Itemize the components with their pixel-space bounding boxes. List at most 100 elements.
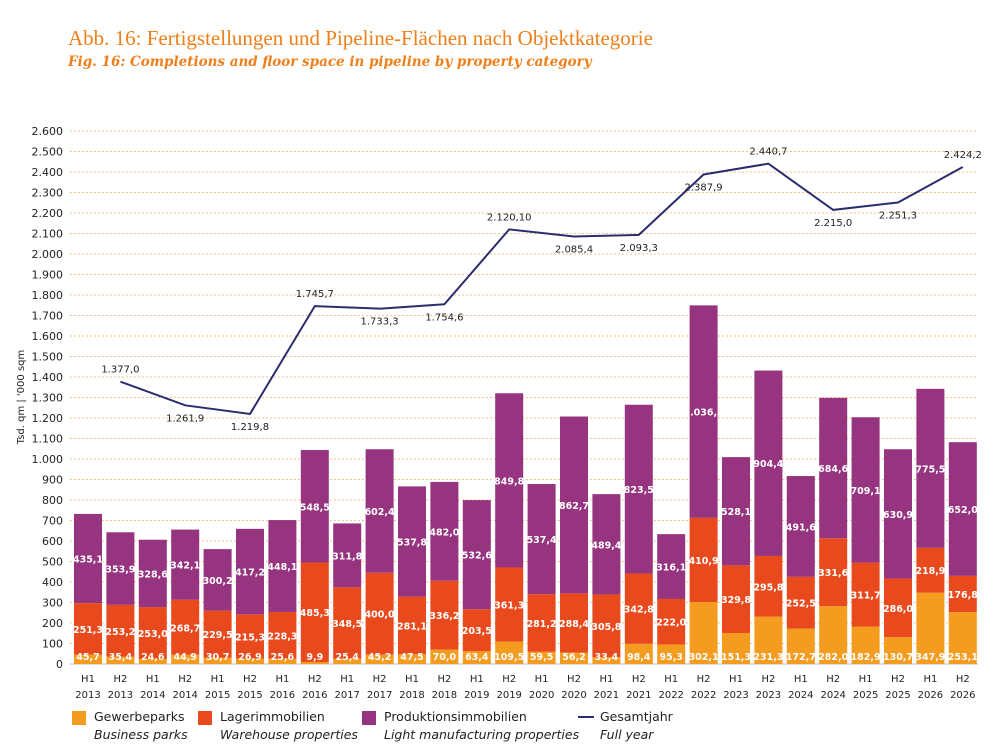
bar-label-light-manufacturing: 311,8 [332, 551, 362, 562]
bar-segment-warehouse [657, 598, 686, 645]
full-year-label: 2.251,3 [879, 210, 917, 221]
x-tick-half: H1 [405, 674, 419, 685]
legend-label-de: Produktionsimmobilien [384, 709, 527, 724]
bar-segment-warehouse [527, 594, 556, 652]
bar-label-light-manufacturing: 1.036,4 [683, 408, 724, 419]
bar-label-light-manufacturing: 904,4 [753, 459, 783, 470]
bar-label-business-parks: 30,7 [206, 652, 229, 663]
bar-label-warehouse: 336,2 [429, 611, 459, 622]
bar-label-business-parks: 130,7 [883, 652, 913, 663]
x-tick-year: 2019 [496, 690, 521, 701]
x-tick-year: 2025 [853, 690, 878, 701]
legend-label-en: Full year [600, 727, 654, 742]
bar-label-warehouse: 253,2 [105, 627, 135, 638]
bar-label-light-manufacturing: 630,9 [883, 510, 913, 521]
bar-label-light-manufacturing: 417,2 [235, 568, 265, 579]
bar-label-warehouse: 176,8 [948, 590, 978, 601]
legend-label-de: Lagerimmobilien [220, 709, 325, 724]
bar-segment-warehouse [722, 565, 750, 633]
x-tick-year: 2026 [950, 690, 975, 701]
full-year-label: 1.219,8 [231, 422, 269, 433]
bar-segment-light-manufacturing [74, 513, 102, 604]
bar-label-warehouse: 410,9 [689, 556, 719, 567]
x-tick-year: 2022 [691, 690, 716, 701]
y-tick-label: 300 [42, 597, 63, 610]
x-tick-half: H2 [308, 674, 322, 685]
bar-segment-warehouse [171, 599, 200, 655]
bar-label-warehouse: 252,5 [786, 599, 816, 610]
bar-segment-business-parks [398, 654, 426, 664]
x-tick-half: H2 [178, 674, 192, 685]
bar-label-business-parks: 35,4 [109, 652, 133, 663]
y-axis-ticks: 0 100 200 300 400 500 600 700 800 900 1.000 1.100 1.… [32, 125, 64, 671]
y-tick-label: 700 [42, 515, 63, 528]
bar-segment-warehouse [300, 562, 329, 662]
x-tick-half: H2 [243, 674, 257, 685]
bar-segment-business-parks [819, 606, 848, 664]
y-tick-label: 2.600 [32, 125, 64, 138]
x-tick-year: 2013 [108, 690, 133, 701]
y-tick-label: 1.900 [32, 269, 64, 282]
bar-label-business-parks: 182,9 [851, 652, 881, 663]
bar-label-warehouse: 329,8 [721, 595, 751, 606]
bar-segment-business-parks [948, 612, 977, 664]
bar-label-light-manufacturing: 328,6 [138, 569, 168, 580]
x-tick-half: H1 [729, 674, 743, 685]
bar-segment-warehouse [333, 587, 362, 659]
bar-segment-warehouse [851, 562, 880, 627]
bar-label-business-parks: 59,5 [530, 652, 553, 663]
y-tick-label: 1.500 [32, 351, 64, 364]
bar-label-light-manufacturing: 537,8 [397, 538, 427, 549]
bar-label-business-parks: 33,4 [595, 652, 619, 663]
legend-label-en: Business parks [94, 727, 188, 742]
bar-segment-warehouse [560, 593, 588, 653]
bar-label-warehouse: 251,3 [73, 625, 103, 636]
x-tick-year: 2015 [237, 690, 262, 701]
x-tick-half: H1 [275, 674, 289, 685]
x-tick-half: H2 [567, 674, 581, 685]
bar-label-light-manufacturing: 537,4 [527, 535, 557, 546]
y-tick-label: 2.400 [32, 166, 64, 179]
full-year-label: 1.733,3 [361, 317, 399, 328]
bar-segment-business-parks [74, 654, 102, 664]
bar-label-warehouse: 288,4 [559, 619, 589, 630]
bar-label-light-manufacturing: 528,1 [721, 507, 751, 518]
y-tick-label: 2.000 [32, 248, 64, 261]
bar-segment-light-manufacturing [722, 457, 750, 566]
full-year-label: 2.093,3 [620, 243, 658, 254]
full-year-label: 2.424,2 [944, 150, 982, 161]
bar-label-warehouse: 281,1 [397, 621, 427, 632]
bar-segment-business-parks [268, 658, 297, 664]
bar-segment-business-parks [462, 651, 491, 664]
full-year-label: 1.261,9 [166, 413, 204, 424]
bar-segment-light-manufacturing [754, 370, 783, 556]
bar-segment-business-parks [754, 616, 783, 664]
x-tick-half: H1 [859, 674, 873, 685]
bar-label-warehouse: 215,3 [235, 632, 265, 643]
y-axis-label: Tsd. qm | '000 sqm [16, 350, 27, 446]
bar-label-business-parks: 24,6 [141, 652, 165, 663]
y-tick-label: 200 [42, 617, 63, 630]
x-tick-year: 2016 [270, 690, 295, 701]
bar-label-light-manufacturing: 548,5 [300, 502, 330, 513]
x-tick-year: 2021 [594, 690, 619, 701]
bar-label-light-manufacturing: 709,1 [851, 486, 881, 497]
bar-segment-business-parks [171, 654, 200, 664]
bar-label-light-manufacturing: 849,8 [494, 476, 524, 487]
bar-segment-warehouse [884, 578, 912, 638]
bar-label-light-manufacturing: 448,1 [267, 562, 297, 573]
legend-label-en: Light manufacturing properties [384, 727, 580, 742]
bar-segment-warehouse [106, 604, 135, 657]
x-tick-year: 2018 [432, 690, 457, 701]
bar-segment-business-parks [624, 643, 653, 664]
bar-label-business-parks: 26,9 [238, 652, 261, 663]
legend-swatch-business-parks [72, 711, 86, 725]
bar-segment-light-manufacturing [365, 449, 394, 573]
bar-label-warehouse: 218,9 [915, 566, 945, 577]
x-tick-year: 2025 [885, 690, 910, 701]
bar-label-light-manufacturing: 602,4 [365, 507, 395, 518]
bar-label-warehouse: 229,5 [203, 630, 233, 641]
bar-segment-light-manufacturing [171, 529, 200, 600]
bar-label-business-parks: 25,4 [335, 652, 359, 663]
bar-segment-light-manufacturing [300, 450, 329, 563]
